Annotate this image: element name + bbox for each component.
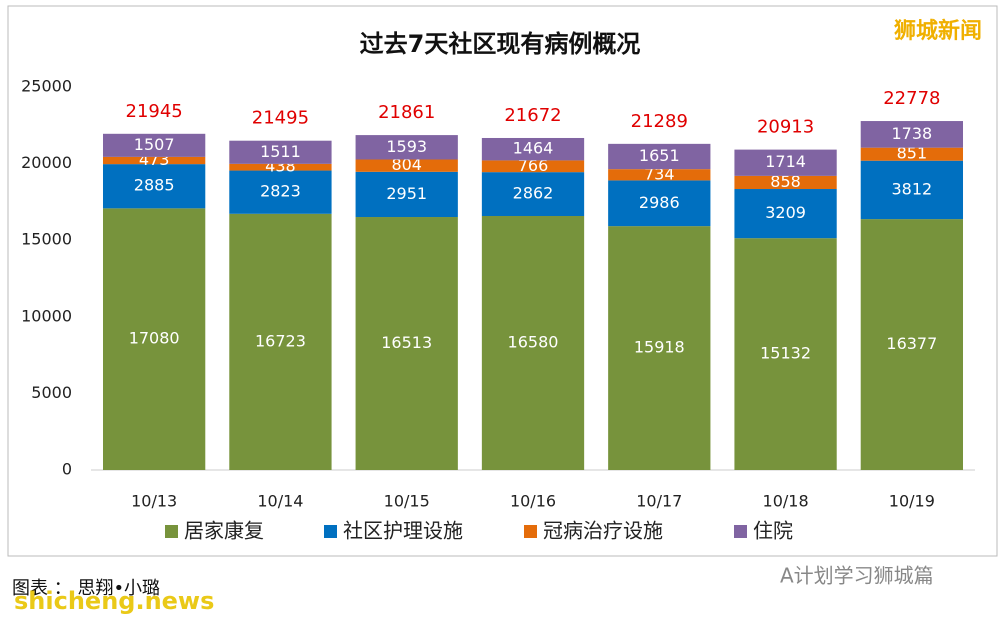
bar-segment [355, 171, 458, 218]
data-label: 1593 [386, 137, 427, 156]
caption: 图表 ： 思翔•小璐 [12, 578, 160, 599]
total-label: 21495 [252, 108, 309, 129]
legend-swatch [734, 525, 747, 538]
x-tick-label: 10/19 [889, 492, 935, 511]
bar-segment [860, 219, 964, 470]
x-tick-label: 10/15 [384, 492, 430, 511]
bar-segment [229, 163, 332, 171]
legend-label: 住院 [753, 519, 793, 543]
total-label: 21672 [504, 105, 561, 126]
legend-swatch [165, 525, 178, 538]
site-watermark: shicheng.news [14, 587, 214, 615]
data-label: 16723 [255, 331, 306, 350]
bar-segment [229, 170, 332, 214]
data-label: 2986 [639, 193, 680, 212]
data-label: 1507 [134, 135, 175, 154]
data-label: 1714 [765, 152, 806, 171]
total-label: 20913 [757, 117, 814, 138]
data-label: 16513 [381, 333, 432, 352]
bar-segment [860, 160, 964, 220]
data-label: 1738 [891, 124, 932, 143]
bar-segment [734, 189, 837, 239]
bar-segment [860, 147, 964, 161]
bar-segment [481, 160, 585, 173]
data-label: 15918 [634, 338, 685, 357]
data-label: 804 [391, 155, 422, 174]
x-tick-label: 10/13 [131, 492, 177, 511]
data-label: 1464 [513, 139, 554, 158]
data-label: 2823 [260, 182, 301, 201]
legend-swatch [524, 525, 537, 538]
bar-segment [229, 213, 332, 470]
data-label: 766 [518, 156, 549, 175]
bar-segment [102, 208, 206, 470]
bar-segment [734, 149, 837, 176]
x-tick-label: 10/18 [763, 492, 809, 511]
bar-segment [355, 159, 458, 172]
bar-segment [608, 180, 711, 227]
chart-title: 过去7天社区现有病例概况 [360, 30, 641, 58]
x-tick-label: 10/16 [510, 492, 556, 511]
bar-segment [355, 217, 458, 470]
data-label: 1511 [260, 142, 301, 161]
data-label: 851 [897, 144, 928, 163]
bar-segment [734, 175, 837, 190]
data-label: 2862 [513, 184, 554, 203]
total-label: 21289 [631, 111, 688, 132]
data-label: 3209 [765, 203, 806, 222]
wechat-watermark: A计划学习狮城篇 [780, 564, 934, 588]
bar-segment [102, 133, 206, 157]
data-label: 3812 [891, 179, 932, 198]
bar-segment [608, 169, 711, 181]
y-tick-label: 20000 [21, 153, 72, 172]
x-tick-label: 10/14 [257, 492, 303, 511]
watermark: 狮城新闻 [894, 18, 982, 44]
data-label: 858 [770, 172, 801, 191]
data-label: 15132 [760, 344, 811, 363]
bar-segment [481, 215, 585, 470]
total-label: 21861 [378, 102, 435, 123]
bar-segment [102, 164, 206, 209]
data-label: 2885 [134, 176, 175, 195]
bar-segment [608, 143, 711, 170]
total-label: 22778 [883, 88, 940, 109]
y-tick-label: 25000 [21, 77, 72, 96]
y-tick-label: 5000 [31, 383, 72, 402]
y-tick-label: 15000 [21, 230, 72, 249]
data-label: 2951 [386, 184, 427, 203]
y-tick-label: 10000 [21, 306, 72, 325]
legend-label: 社区护理设施 [343, 519, 463, 543]
bar-segment [734, 238, 837, 470]
bar-segment [481, 137, 585, 161]
bar-segment [860, 121, 964, 148]
total-label: 21945 [126, 101, 183, 122]
bar-segment [355, 135, 458, 160]
bar-segment [481, 172, 585, 216]
y-tick-label: 0 [62, 460, 72, 479]
legend-label: 冠病治疗设施 [543, 519, 663, 543]
bar-segment [102, 156, 206, 165]
bar-segment [608, 226, 711, 470]
data-label: 16580 [508, 332, 559, 351]
data-label: 16377 [886, 334, 937, 353]
legend-swatch [324, 525, 337, 538]
x-tick-label: 10/17 [636, 492, 682, 511]
legend-label: 居家康复 [184, 519, 264, 543]
data-label: 1651 [639, 146, 680, 165]
bar-segment [229, 140, 332, 164]
data-label: 17080 [129, 329, 180, 348]
